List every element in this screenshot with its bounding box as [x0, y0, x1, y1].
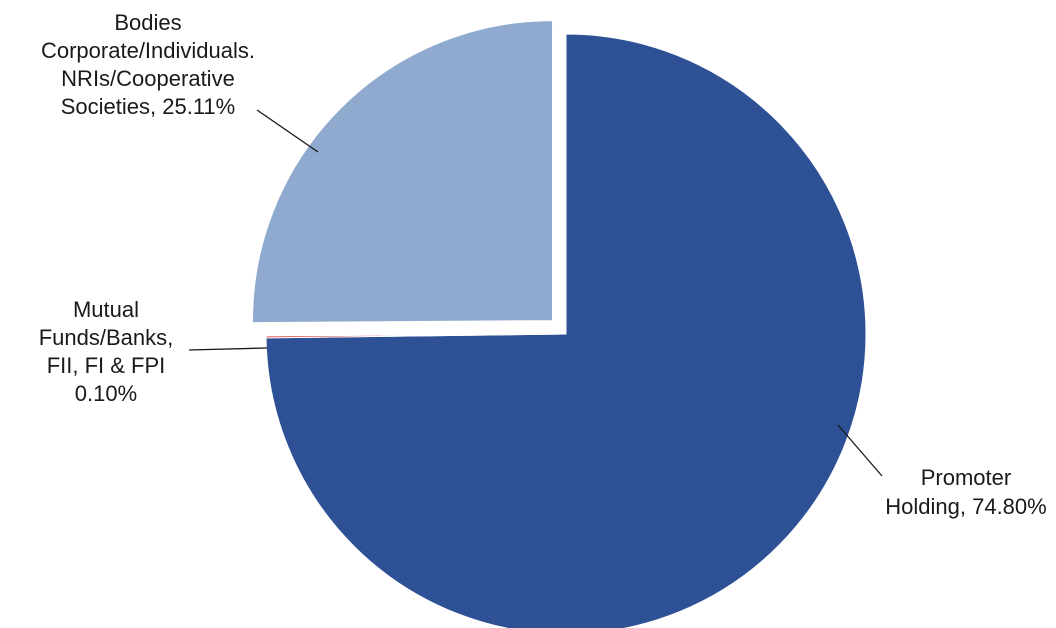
data-label-line: NRIs/Cooperative — [61, 66, 235, 91]
data-label-line: Corporate/Individuals. — [41, 38, 255, 63]
data-label-line: Mutual — [73, 297, 139, 322]
data-label-bodies-corporate-individuals-nris-cooperative-societies: Bodies Corporate/Individuals. NRIs/Coopera… — [41, 10, 255, 119]
data-label-line: Holding, 74.80% — [885, 494, 1046, 519]
leader-lines — [188, 109, 883, 477]
data-label-line: FII, FI & FPI — [47, 353, 166, 378]
pie-slice-bodies-corporate-individuals-nris-cooperative-societies — [252, 20, 554, 324]
data-label-line: 0.10% — [75, 381, 137, 406]
leader-line-bodies-corporate-individuals-nris-cooperative-societies — [256, 109, 319, 153]
data-label-line: Societies, 25.11% — [61, 94, 235, 119]
data-label-line: Bodies — [114, 10, 181, 35]
pie-slice-promoter-holding — [265, 33, 867, 628]
pie-slice-mutual-funds-banks-fii-fi-fpi — [265, 333, 567, 339]
data-label-promoter-holding: Promoter Holding, 74.80% — [885, 465, 1046, 519]
data-label-mutual-funds-banks-fii-fi-fpi: Mutual Funds/Banks, FII, FI & FPI 0.10% — [39, 297, 174, 406]
leader-line-promoter-holding — [837, 424, 883, 477]
pie-slices — [252, 20, 867, 628]
slice-labels: Promoter Holding, 74.80% Mutual Funds/Banks… — [39, 10, 1047, 519]
data-label-line: Promoter — [921, 465, 1011, 490]
data-label-line: Funds/Banks, — [39, 325, 174, 350]
leader-line-mutual-funds-banks-fii-fi-fpi — [188, 347, 268, 351]
